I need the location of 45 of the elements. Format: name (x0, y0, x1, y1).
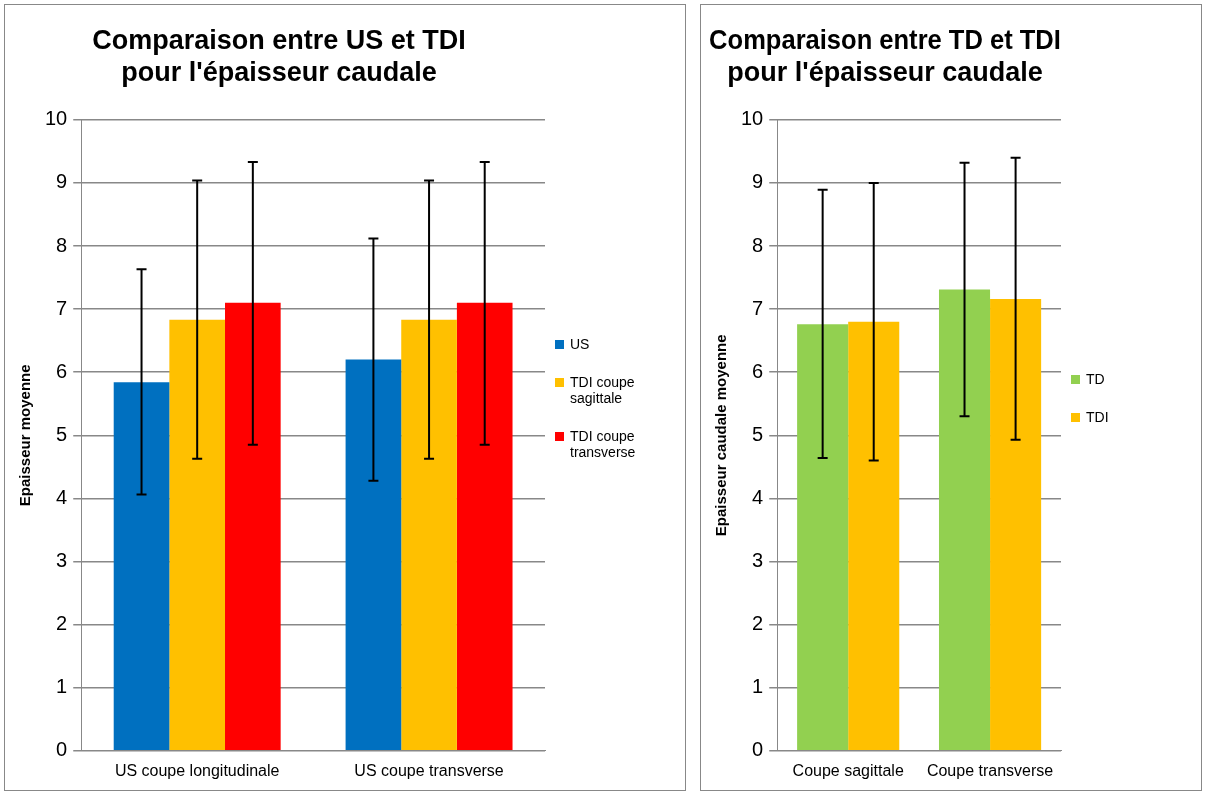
bar (169, 319, 226, 751)
bar (113, 382, 170, 751)
x-tick-label: Coupe transverse (926, 761, 1054, 779)
bar (225, 302, 281, 751)
y-tick-label: 9 (56, 170, 68, 193)
x-tick-label: Coupe sagittale (792, 761, 904, 779)
legend-label: TD (1086, 370, 1105, 387)
y-tick-label: 7 (752, 296, 764, 319)
y-tick-label: 0 (752, 738, 764, 761)
y-tick-label: 4 (752, 485, 764, 508)
y-tick-label: 8 (56, 233, 68, 256)
y-tick-label: 1 (752, 675, 764, 698)
bar (401, 319, 457, 751)
legend-label: TDI (1086, 408, 1109, 425)
legend-label: US (570, 335, 590, 352)
bar (990, 299, 1042, 751)
chart-title: Comparaison entre US et TDI pour l'épaisseur caudale (92, 24, 466, 88)
y-axis-title: Epaisseur caudale moyenne (712, 334, 730, 537)
y-tick-label: 5 (752, 422, 764, 445)
bar (345, 359, 402, 751)
y-tick-label: 1 (56, 675, 68, 698)
bar (456, 302, 513, 751)
y-tick-label: 7 (56, 296, 68, 319)
y-tick-label: 5 (56, 422, 68, 445)
y-tick-label: 0 (56, 738, 68, 761)
chart-title: Comparaison entre TD et TDI pour l'épaisseur caudale (709, 24, 1061, 88)
y-tick-label: 4 (56, 485, 68, 508)
legend-label: TDI coupe sagittale (570, 373, 636, 406)
x-tick-label: US coupe transverse (354, 761, 504, 779)
legend-label: TDI coupe transverse (570, 427, 637, 460)
y-tick-label: 3 (752, 549, 764, 572)
x-tick-label: US coupe longitudinale (114, 761, 280, 779)
y-axis-title: Epaisseur moyenne (16, 364, 34, 507)
y-tick-label: 3 (56, 549, 68, 572)
y-tick-label: 2 (752, 612, 764, 635)
y-tick-label: 9 (752, 170, 764, 193)
y-tick-label: 6 (56, 359, 68, 382)
y-tick-label: 2 (56, 612, 68, 635)
bar (848, 321, 900, 751)
bar (797, 324, 849, 751)
y-tick-label: 10 (45, 107, 68, 130)
y-tick-label: 6 (752, 359, 764, 382)
y-tick-label: 8 (752, 233, 764, 256)
bar (938, 289, 991, 751)
y-tick-label: 10 (741, 107, 764, 130)
